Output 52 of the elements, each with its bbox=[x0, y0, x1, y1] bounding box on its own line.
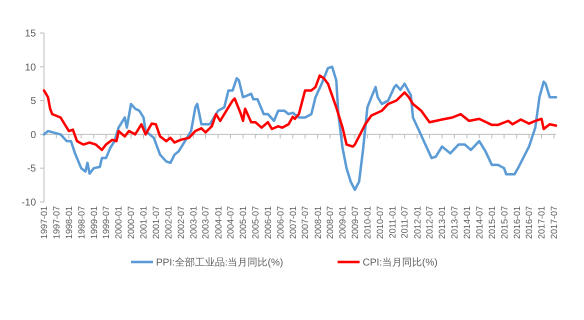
y-tick-label: 5 bbox=[30, 96, 36, 108]
x-tick-label: 2004-01 bbox=[213, 206, 224, 240]
y-tick-label: 15 bbox=[24, 28, 36, 40]
line-series bbox=[42, 74, 558, 152]
x-tick-label: 2010-07 bbox=[374, 206, 385, 240]
y-tick-label: 0 bbox=[30, 130, 36, 141]
x-tick-label: 2001-01 bbox=[138, 206, 149, 240]
x-tick-label: 1997-07 bbox=[51, 206, 62, 240]
y-tick-label: -5 bbox=[27, 164, 36, 175]
x-tick-label: 2004-07 bbox=[226, 206, 236, 240]
x-tick-label: 2007-01 bbox=[288, 206, 298, 240]
x-tick-label: 2011-01 bbox=[387, 206, 398, 238]
x-tick-label: 2003-01 bbox=[188, 206, 198, 240]
y-tick-label: 10 bbox=[24, 62, 36, 74]
x-tick-label: 2002-07 bbox=[176, 206, 186, 240]
x-tick-label: 2006-07 bbox=[275, 206, 286, 240]
x-tick-label: 2012-01 bbox=[412, 206, 422, 240]
legend-label: PPI:全部工业品:当月同比(%) bbox=[156, 256, 284, 268]
x-tick-label: 2014-01 bbox=[462, 206, 472, 240]
x-tick-label: 2011-07 bbox=[400, 206, 410, 238]
x-tick-label: 2013-07 bbox=[450, 206, 460, 240]
x-tick-label: 2001-07 bbox=[150, 206, 161, 240]
x-tick-label: 2002-01 bbox=[164, 206, 174, 240]
x-tick-label: 2005-01 bbox=[238, 206, 248, 240]
x-tick-label: 1999-07 bbox=[101, 206, 112, 240]
x-tick-label: 2015-01 bbox=[486, 206, 497, 240]
x-tick-label: 2017-01 bbox=[536, 206, 547, 240]
x-tick-label: 2007-07 bbox=[300, 206, 310, 240]
x-tick-label: 2008-07 bbox=[325, 206, 336, 240]
line-series bbox=[42, 66, 558, 192]
x-tick-label: 1998-01 bbox=[64, 206, 74, 240]
x-tick-label: 2016-01 bbox=[512, 206, 522, 240]
x-tick-label: 1998-07 bbox=[76, 206, 86, 240]
x-tick-label: 2005-07 bbox=[250, 206, 260, 240]
x-tick-label: 2015-07 bbox=[499, 206, 510, 240]
y-tick-label: -10 bbox=[22, 198, 36, 208]
x-tick-label: 2009-01 bbox=[338, 206, 348, 240]
x-tick-label: 2009-07 bbox=[350, 206, 360, 240]
x-tick-label: 2008-01 bbox=[312, 206, 323, 240]
x-tick-label: 2000-01 bbox=[114, 206, 124, 240]
x-tick-label: 2017-07 bbox=[549, 206, 560, 240]
x-tick-label: 1999-01 bbox=[88, 206, 99, 240]
x-tick-label: 2012-07 bbox=[424, 206, 435, 240]
x-tick-label: 2016-07 bbox=[524, 206, 534, 240]
x-tick-label: 2000-07 bbox=[126, 206, 136, 240]
x-tick-label: 1997-01 bbox=[39, 206, 50, 240]
x-tick-label: 2010-01 bbox=[362, 206, 373, 240]
x-tick-label: 2014-07 bbox=[474, 206, 484, 240]
x-tick-label: 2006-01 bbox=[263, 206, 274, 240]
legend-label: CPI:当月同比(%) bbox=[362, 256, 438, 268]
x-tick-label: 2003-07 bbox=[200, 206, 211, 240]
x-tick-label: 2013-01 bbox=[437, 206, 448, 240]
